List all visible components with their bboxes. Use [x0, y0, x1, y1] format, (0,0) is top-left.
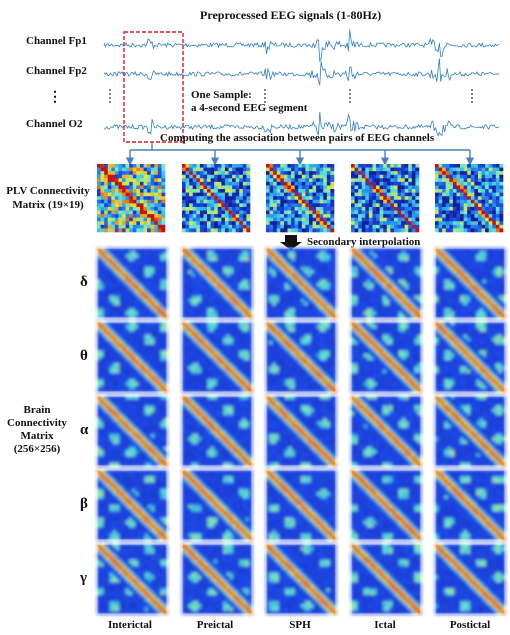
signals-title: Preprocessed EEG signals (1-80Hz) [200, 8, 382, 22]
brain-matrix-label-line3: Matrix [20, 430, 54, 442]
brain-matrix [350, 543, 422, 615]
brain-matrix [96, 543, 168, 615]
state-label-preictal: Preictal [196, 619, 234, 631]
band-label-gamma: γ [80, 570, 88, 586]
plv-matrix [97, 164, 166, 233]
brain-matrix [265, 543, 337, 615]
interpolation-label: Secondary interpolation [307, 236, 421, 248]
channel-label-fp1: Channel Fp1 [26, 35, 87, 47]
ellipsis-markers [109, 89, 473, 103]
plv-matrix [435, 164, 504, 233]
eeg-trace [103, 112, 500, 138]
ellipsis-dot [349, 93, 351, 95]
brain-matrix [265, 247, 337, 319]
plv-label-line2: Matrix (19×19) [12, 199, 84, 211]
brain-matrix [350, 395, 422, 467]
brain-matrix [434, 247, 506, 319]
eeg-trace [103, 58, 500, 86]
plv-matrix [351, 164, 420, 233]
brain-matrix-label-line1: Brain [23, 404, 51, 416]
ellipsis-dot [264, 101, 266, 103]
ellipsis-dot [349, 97, 351, 99]
brain-matrix [434, 543, 506, 615]
band-label-beta: β [80, 496, 88, 512]
brain-matrix [96, 247, 168, 319]
ellipsis-dot [109, 93, 111, 95]
brain-matrix [350, 247, 422, 319]
ellipsis-dot [109, 101, 111, 103]
ellipsis-dot [471, 89, 473, 91]
brain-matrix-label-line4: (256×256) [13, 443, 61, 455]
association-arrows [125, 142, 475, 166]
band-label-alpha: α [80, 422, 89, 438]
interpolation-arrow-icon [280, 235, 302, 250]
brain-matrix-label-line2: Connectivity [7, 417, 67, 429]
eeg-trace [103, 29, 500, 63]
brain-matrix [181, 543, 253, 615]
eeg-signal-traces [103, 29, 500, 138]
brain-matrix [96, 469, 168, 541]
state-label-ictal: Ictal [374, 619, 396, 631]
state-label-sph: SPH [289, 619, 311, 631]
band-label-delta: δ [80, 274, 88, 290]
sample-note-line2: a 4-second EEG segment [191, 102, 308, 114]
brain-matrix [350, 321, 422, 393]
ellipsis-dot [349, 89, 351, 91]
ellipsis-dot [471, 101, 473, 103]
state-label-postictal: Postictal [449, 619, 491, 631]
band-label-theta: θ [80, 348, 88, 364]
brain-matrix [96, 395, 168, 467]
brain-matrix [434, 395, 506, 467]
brain-matrix [434, 321, 506, 393]
plv-matrix-row [97, 164, 504, 233]
brain-matrix [265, 321, 337, 393]
ellipsis-dot [264, 93, 266, 95]
plv-label-line1: PLV Connectivity [6, 185, 90, 197]
brain-matrix [265, 395, 337, 467]
plv-matrix [182, 164, 251, 233]
ellipsis-dot [349, 101, 351, 103]
sample-highlight-box [123, 31, 184, 143]
ellipsis-dot [109, 89, 111, 91]
brain-matrix [181, 247, 253, 319]
brain-matrix [350, 469, 422, 541]
brain-matrix [96, 321, 168, 393]
brain-matrix [181, 469, 253, 541]
brain-matrix [181, 395, 253, 467]
ellipsis-dot [471, 97, 473, 99]
sample-note-line1: One Sample: [191, 89, 252, 101]
ellipsis-dot [109, 97, 111, 99]
brain-matrix-grid [96, 247, 506, 615]
state-label-interictal: Interictal [108, 619, 152, 631]
brain-matrix [265, 469, 337, 541]
channel-label-ellipsis: ⋮ [48, 90, 62, 105]
association-label: Computing the association between pairs … [160, 132, 435, 144]
channel-label-o2: Channel O2 [26, 118, 83, 130]
brain-matrix [181, 321, 253, 393]
ellipsis-dot [471, 93, 473, 95]
ellipsis-dot [264, 89, 266, 91]
brain-matrix [434, 469, 506, 541]
plv-matrix [266, 164, 335, 233]
ellipsis-dot [264, 97, 266, 99]
channel-label-fp2: Channel Fp2 [26, 65, 87, 77]
